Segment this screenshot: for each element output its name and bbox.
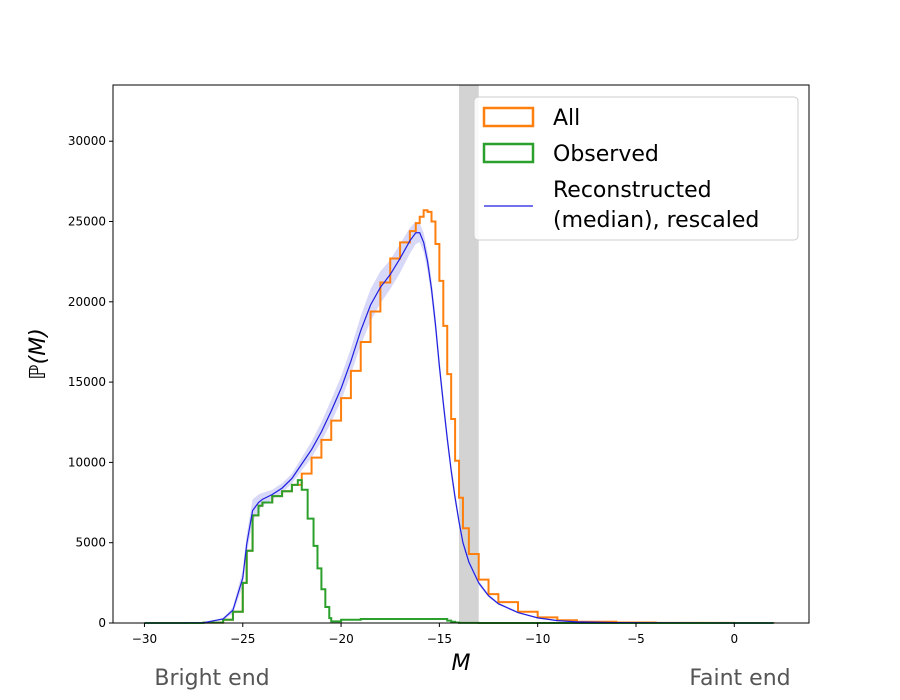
y-tick-label: 30000	[68, 134, 106, 148]
legend-swatch	[482, 142, 535, 164]
x-tick-label: −20	[328, 632, 353, 646]
legend: All Observed Reconstructed (median), rescal…	[473, 96, 799, 241]
legend-label: Observed	[553, 142, 659, 167]
x-tick-label: −15	[427, 632, 452, 646]
x-tick-label: 0	[730, 632, 738, 646]
series-line-1	[144, 479, 774, 624]
y-ticks: 0 5000 10000 15000 20000 25000 30000	[68, 134, 113, 630]
confidence-band-layer	[144, 221, 774, 624]
legend-label: Reconstructed	[553, 178, 712, 203]
x-ticks: −30 −25 −20 −15 −10 −5 0	[132, 623, 738, 646]
x-tick-label: −30	[132, 632, 157, 646]
y-tick-label: 0	[98, 616, 106, 630]
y-axis-label: ℙ(M)	[26, 328, 51, 380]
bright-end-annotation: Bright end	[154, 666, 269, 691]
legend-swatch	[482, 106, 535, 128]
y-tick-label: 10000	[68, 455, 106, 469]
y-tick-label: 5000	[75, 536, 106, 550]
confidence-band	[144, 221, 774, 624]
series-line-0	[144, 209, 775, 624]
x-axis-label: M	[452, 651, 471, 676]
x-tick-label: −10	[525, 632, 550, 646]
y-tick-label: 15000	[68, 375, 106, 389]
series-line-2	[144, 232, 774, 624]
legend-label: All	[553, 106, 580, 131]
plot-frame	[112, 84, 810, 624]
x-tick-label: −5	[627, 632, 645, 646]
y-tick-label: 20000	[68, 295, 106, 309]
y-tick-label: 25000	[68, 215, 106, 229]
legend-box	[473, 96, 799, 241]
legend-label: (median), rescaled	[553, 208, 759, 233]
x-tick-label: −25	[230, 632, 255, 646]
series-layer	[144, 209, 775, 624]
faint-end-annotation: Faint end	[689, 666, 790, 691]
